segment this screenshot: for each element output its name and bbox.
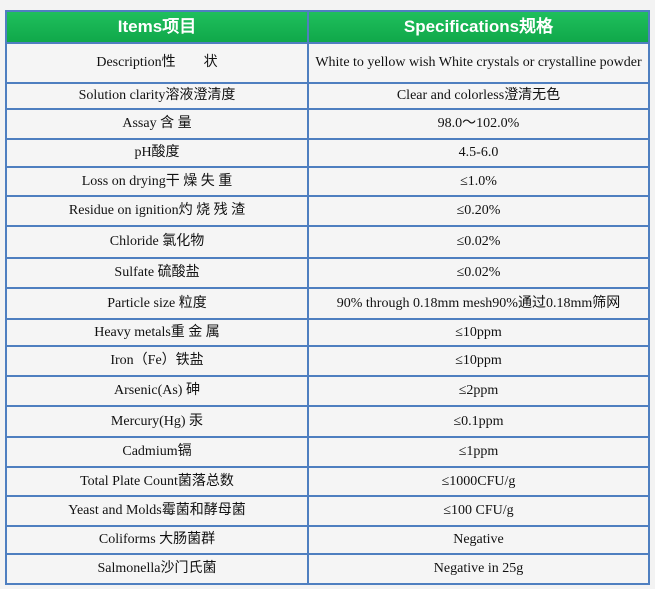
item-cell: Cadmium镉: [5, 436, 309, 468]
table-row: pH酸度 4.5-6.0: [5, 138, 650, 168]
item-cell: pH酸度: [5, 138, 309, 168]
item-cell: Sulfate 硫酸盐: [5, 257, 309, 289]
spec-cell: ≤10ppm: [307, 318, 650, 347]
spec-cell: Clear and colorless澄清无色: [307, 82, 650, 110]
spec-cell: ≤10ppm: [307, 345, 650, 377]
table-row: Heavy metals重 金 属 ≤10ppm: [5, 318, 650, 347]
header-row: Items项目 Specifications规格: [5, 10, 650, 44]
spec-cell: ≤2ppm: [307, 375, 650, 407]
spec-cell: ≤0.20%: [307, 195, 650, 227]
item-cell: Heavy metals重 金 属: [5, 318, 309, 347]
item-cell: Assay 含 量: [5, 108, 309, 140]
spec-cell: ≤1000CFU/g: [307, 466, 650, 497]
table-row: Solution clarity溶液澄清度 Clear and colorless…: [5, 82, 650, 110]
table-row: Yeast and Molds霉菌和酵母菌 ≤100 CFU/g: [5, 495, 650, 527]
item-cell: Mercury(Hg) 汞: [5, 405, 309, 438]
table-row: Loss on drying干 燥 失 重 ≤1.0%: [5, 166, 650, 197]
table-row: Description性 状 White to yellow wish White…: [5, 42, 650, 84]
item-cell: Yeast and Molds霉菌和酵母菌: [5, 495, 309, 527]
spec-cell: ≤0.02%: [307, 257, 650, 289]
item-cell: Solution clarity溶液澄清度: [5, 82, 309, 110]
spec-cell: ≤1ppm: [307, 436, 650, 468]
table-row: Iron（Fe）铁盐 ≤10ppm: [5, 345, 650, 377]
table-row: Sulfate 硫酸盐 ≤0.02%: [5, 257, 650, 289]
table-row: Salmonella沙门氏菌 Negative in 25g: [5, 553, 650, 585]
table-row: Coliforms 大肠菌群 Negative: [5, 525, 650, 555]
header-specifications: Specifications规格: [307, 10, 650, 44]
spec-cell: White to yellow wish White crystals or c…: [307, 42, 650, 84]
spec-cell: Negative in 25g: [307, 553, 650, 585]
spec-cell: Negative: [307, 525, 650, 555]
spec-cell: ≤1.0%: [307, 166, 650, 197]
spec-cell: ≤0.1ppm: [307, 405, 650, 438]
table-row: Chloride 氯化物 ≤0.02%: [5, 225, 650, 259]
spec-cell: ≤0.02%: [307, 225, 650, 259]
table-row: Mercury(Hg) 汞 ≤0.1ppm: [5, 405, 650, 438]
table-row: Assay 含 量 98.0～102.0%: [5, 108, 650, 140]
header-items: Items项目: [5, 10, 309, 44]
item-cell: Total Plate Count菌落总数: [5, 466, 309, 497]
item-cell: Chloride 氯化物: [5, 225, 309, 259]
item-cell: Iron（Fe）铁盐: [5, 345, 309, 377]
item-cell: Loss on drying干 燥 失 重: [5, 166, 309, 197]
table-row: Particle size 粒度 90% through 0.18mm mesh9…: [5, 287, 650, 320]
item-cell: Arsenic(As) 砷: [5, 375, 309, 407]
table-row: Residue on ignition灼 烧 残 渣 ≤0.20%: [5, 195, 650, 227]
item-cell: Coliforms 大肠菌群: [5, 525, 309, 555]
table-row: Total Plate Count菌落总数 ≤1000CFU/g: [5, 466, 650, 497]
item-cell: Description性 状: [5, 42, 309, 84]
spec-cell: 98.0～102.0%: [307, 108, 650, 140]
table-row: Arsenic(As) 砷 ≤2ppm: [5, 375, 650, 407]
table-row: Cadmium镉 ≤1ppm: [5, 436, 650, 468]
spec-cell: ≤100 CFU/g: [307, 495, 650, 527]
spec-cell: 4.5-6.0: [307, 138, 650, 168]
item-cell: Particle size 粒度: [5, 287, 309, 320]
item-cell: Salmonella沙门氏菌: [5, 553, 309, 585]
item-cell: Residue on ignition灼 烧 残 渣: [5, 195, 309, 227]
spec-cell: 90% through 0.18mm mesh90%通过0.18mm筛网: [307, 287, 650, 320]
